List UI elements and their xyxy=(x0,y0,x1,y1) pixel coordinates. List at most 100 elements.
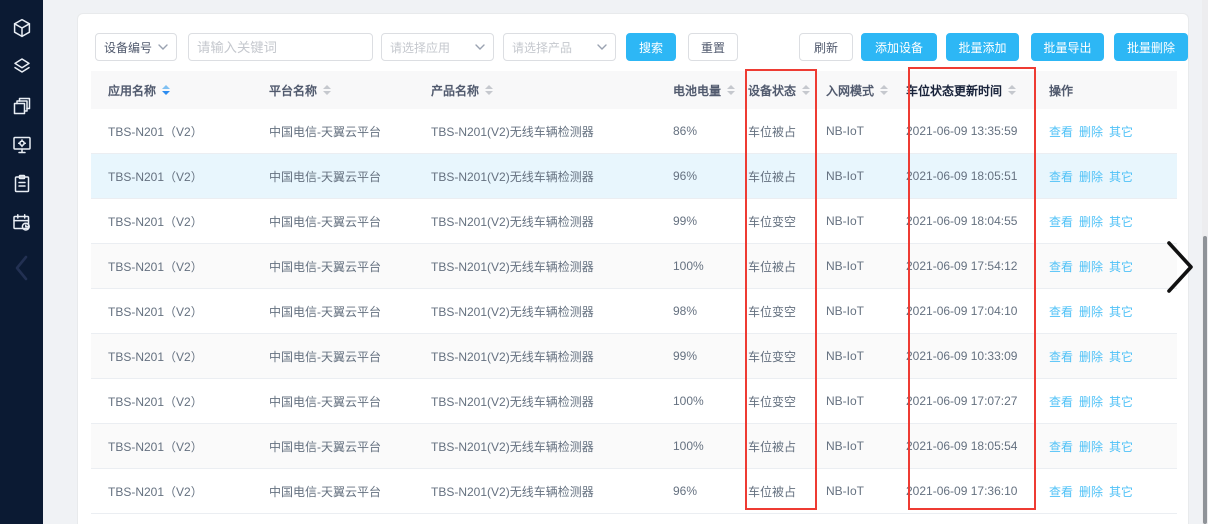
action-other-link[interactable]: 其它 xyxy=(1109,349,1134,364)
cell-product: TBS-N201(V2)无线车辆检测器 xyxy=(431,349,594,364)
action-view-link[interactable]: 查看 xyxy=(1049,349,1074,364)
table-row[interactable]: TBS-N201（V2） 中国电信-天翼云平台 TBS-N201(V2)无线车辆检测… xyxy=(91,244,1177,289)
cell-updated: 2021-06-09 17:54:12 xyxy=(906,259,1018,273)
action-other-link[interactable]: 其它 xyxy=(1109,124,1134,139)
action-delete-link[interactable]: 删除 xyxy=(1079,214,1104,229)
column-header-4[interactable]: 设备状态 xyxy=(748,82,826,99)
action-delete-link[interactable]: 删除 xyxy=(1079,439,1104,454)
table-row[interactable]: TBS-N201（V2） 中国电信-天翼云平台 TBS-N201(V2)无线车辆检测… xyxy=(91,424,1177,469)
cell-platform: 中国电信-天翼云平台 xyxy=(269,304,381,319)
column-header-5[interactable]: 入网模式 xyxy=(826,82,906,99)
action-other-link[interactable]: 其它 xyxy=(1109,259,1134,274)
action-delete-link[interactable]: 删除 xyxy=(1079,484,1104,499)
table-row[interactable]: TBS-N201（V2） 中国电信-天翼云平台 TBS-N201(V2)无线车辆检测… xyxy=(91,289,1177,334)
batch-export-button[interactable]: 批量导出 xyxy=(1031,33,1104,61)
cell-mode: NB-IoT xyxy=(826,439,865,453)
action-view-link[interactable]: 查看 xyxy=(1049,214,1074,229)
scrollbar-track[interactable] xyxy=(1202,0,1208,524)
action-delete-link[interactable]: 删除 xyxy=(1079,259,1104,274)
cell-mode: NB-IoT xyxy=(826,124,865,138)
cell-product: TBS-N201(V2)无线车辆检测器 xyxy=(431,259,594,274)
action-other-link[interactable]: 其它 xyxy=(1109,169,1134,184)
action-delete-link[interactable]: 删除 xyxy=(1079,349,1104,364)
filter-toolbar: 设备编号 请选择应用 请选择产品 搜索 重置 刷新 添加设备 批量添加 批量导出… xyxy=(78,33,1188,61)
action-view-link[interactable]: 查看 xyxy=(1049,484,1074,499)
chevron-down-icon xyxy=(158,44,168,50)
column-label: 电池电量 xyxy=(673,83,722,98)
column-header-6[interactable]: 车位状态更新时间 xyxy=(906,82,1049,99)
action-other-link[interactable]: 其它 xyxy=(1109,304,1134,319)
action-delete-link[interactable]: 删除 xyxy=(1079,394,1104,409)
cell-product: TBS-N201(V2)无线车辆检测器 xyxy=(431,484,594,499)
action-view-link[interactable]: 查看 xyxy=(1049,439,1074,454)
sort-caret-icon[interactable] xyxy=(485,85,494,95)
action-view-link[interactable]: 查看 xyxy=(1049,259,1074,274)
cell-updated: 2021-06-09 18:05:54 xyxy=(906,439,1018,453)
refresh-button[interactable]: 刷新 xyxy=(799,33,853,61)
column-header-2[interactable]: 产品名称 xyxy=(431,82,673,99)
action-delete-link[interactable]: 删除 xyxy=(1079,124,1104,139)
sort-caret-icon[interactable] xyxy=(802,85,811,95)
scrollbar-thumb[interactable] xyxy=(1203,236,1207,524)
table-row[interactable]: TBS-N201（V2） 中国电信-天翼云平台 TBS-N201(V2)无线车辆检测… xyxy=(91,334,1177,379)
table-row[interactable]: TBS-N201（V2） 中国电信-天翼云平台 TBS-N201(V2)无线车辆检测… xyxy=(91,469,1177,514)
cube-icon[interactable] xyxy=(10,16,34,40)
chevron-left-icon[interactable] xyxy=(10,255,34,281)
cell-platform: 中国电信-天翼云平台 xyxy=(269,214,381,229)
action-view-link[interactable]: 查看 xyxy=(1049,394,1074,409)
cell-app: TBS-N201（V2） xyxy=(108,439,203,454)
action-other-link[interactable]: 其它 xyxy=(1109,214,1134,229)
cell-mode: NB-IoT xyxy=(826,394,865,408)
sort-caret-icon[interactable] xyxy=(880,85,889,95)
sort-caret-icon[interactable] xyxy=(162,85,171,95)
next-arrow-icon[interactable] xyxy=(1163,239,1195,298)
keyword-input[interactable] xyxy=(188,33,373,61)
sort-caret-icon[interactable] xyxy=(323,85,332,95)
table-row[interactable]: TBS-N201（V2） 中国电信-天翼云平台 TBS-N201(V2)无线车辆检测… xyxy=(91,154,1177,199)
action-delete-link[interactable]: 删除 xyxy=(1079,304,1104,319)
action-other-link[interactable]: 其它 xyxy=(1109,439,1134,454)
action-view-link[interactable]: 查看 xyxy=(1049,169,1074,184)
cell-battery: 99% xyxy=(673,214,698,228)
cell-actions: 查看 删除 其它 xyxy=(1049,393,1177,410)
reset-button[interactable]: 重置 xyxy=(688,33,738,61)
cell-battery: 100% xyxy=(673,259,704,273)
copies-icon[interactable] xyxy=(10,94,34,118)
table-row[interactable]: TBS-N201（V2） 中国电信-天翼云平台 TBS-N201(V2)无线车辆检测… xyxy=(91,379,1177,424)
field-select[interactable]: 设备编号 xyxy=(95,33,177,61)
layers-icon[interactable] xyxy=(10,55,34,79)
add-device-button[interactable]: 添加设备 xyxy=(861,33,937,61)
cell-updated: 2021-06-09 17:07:27 xyxy=(906,394,1018,408)
cell-app: TBS-N201（V2） xyxy=(108,349,203,364)
cell-battery: 100% xyxy=(673,394,704,408)
table-row[interactable]: TBS-N201（V2） 中国电信-天翼云平台 TBS-N201(V2)无线车辆检测… xyxy=(91,199,1177,244)
calendar-clock-icon[interactable] xyxy=(10,211,34,235)
table-row[interactable]: TBS-N201（V2） 中国电信-天翼云平台 TBS-N201(V2)无线车辆检测… xyxy=(91,109,1177,154)
column-label: 设备状态 xyxy=(748,83,797,98)
batch-delete-button[interactable]: 批量删除 xyxy=(1114,33,1188,61)
cell-mode: NB-IoT xyxy=(826,349,865,363)
action-other-link[interactable]: 其它 xyxy=(1109,394,1134,409)
column-header-0[interactable]: 应用名称 xyxy=(108,82,269,99)
column-header-7: 操作 xyxy=(1049,82,1177,99)
column-header-3[interactable]: 电池电量 xyxy=(673,82,748,99)
cell-battery: 96% xyxy=(673,484,698,498)
app-select[interactable]: 请选择应用 xyxy=(381,33,494,61)
product-select[interactable]: 请选择产品 xyxy=(503,33,616,61)
action-view-link[interactable]: 查看 xyxy=(1049,124,1074,139)
app-select-placeholder: 请选择应用 xyxy=(390,40,451,55)
search-button[interactable]: 搜索 xyxy=(626,33,676,61)
clipboard-icon[interactable] xyxy=(10,172,34,196)
action-delete-link[interactable]: 删除 xyxy=(1079,169,1104,184)
sort-caret-icon[interactable] xyxy=(727,85,736,95)
cell-updated: 2021-06-09 17:36:10 xyxy=(906,484,1018,498)
sort-caret-icon[interactable] xyxy=(1008,85,1017,95)
column-header-1[interactable]: 平台名称 xyxy=(269,82,431,99)
action-other-link[interactable]: 其它 xyxy=(1109,484,1134,499)
batch-add-button[interactable]: 批量添加 xyxy=(946,33,1019,61)
monitor-settings-icon[interactable] xyxy=(10,133,34,157)
action-view-link[interactable]: 查看 xyxy=(1049,304,1074,319)
cell-status: 车位变空 xyxy=(748,394,797,409)
cell-updated: 2021-06-09 18:04:55 xyxy=(906,214,1018,228)
table-header-row: 应用名称 平台名称 产品名称 电池电量 设备状态 入网模式 车位状态更新时间 操作 xyxy=(91,71,1177,109)
